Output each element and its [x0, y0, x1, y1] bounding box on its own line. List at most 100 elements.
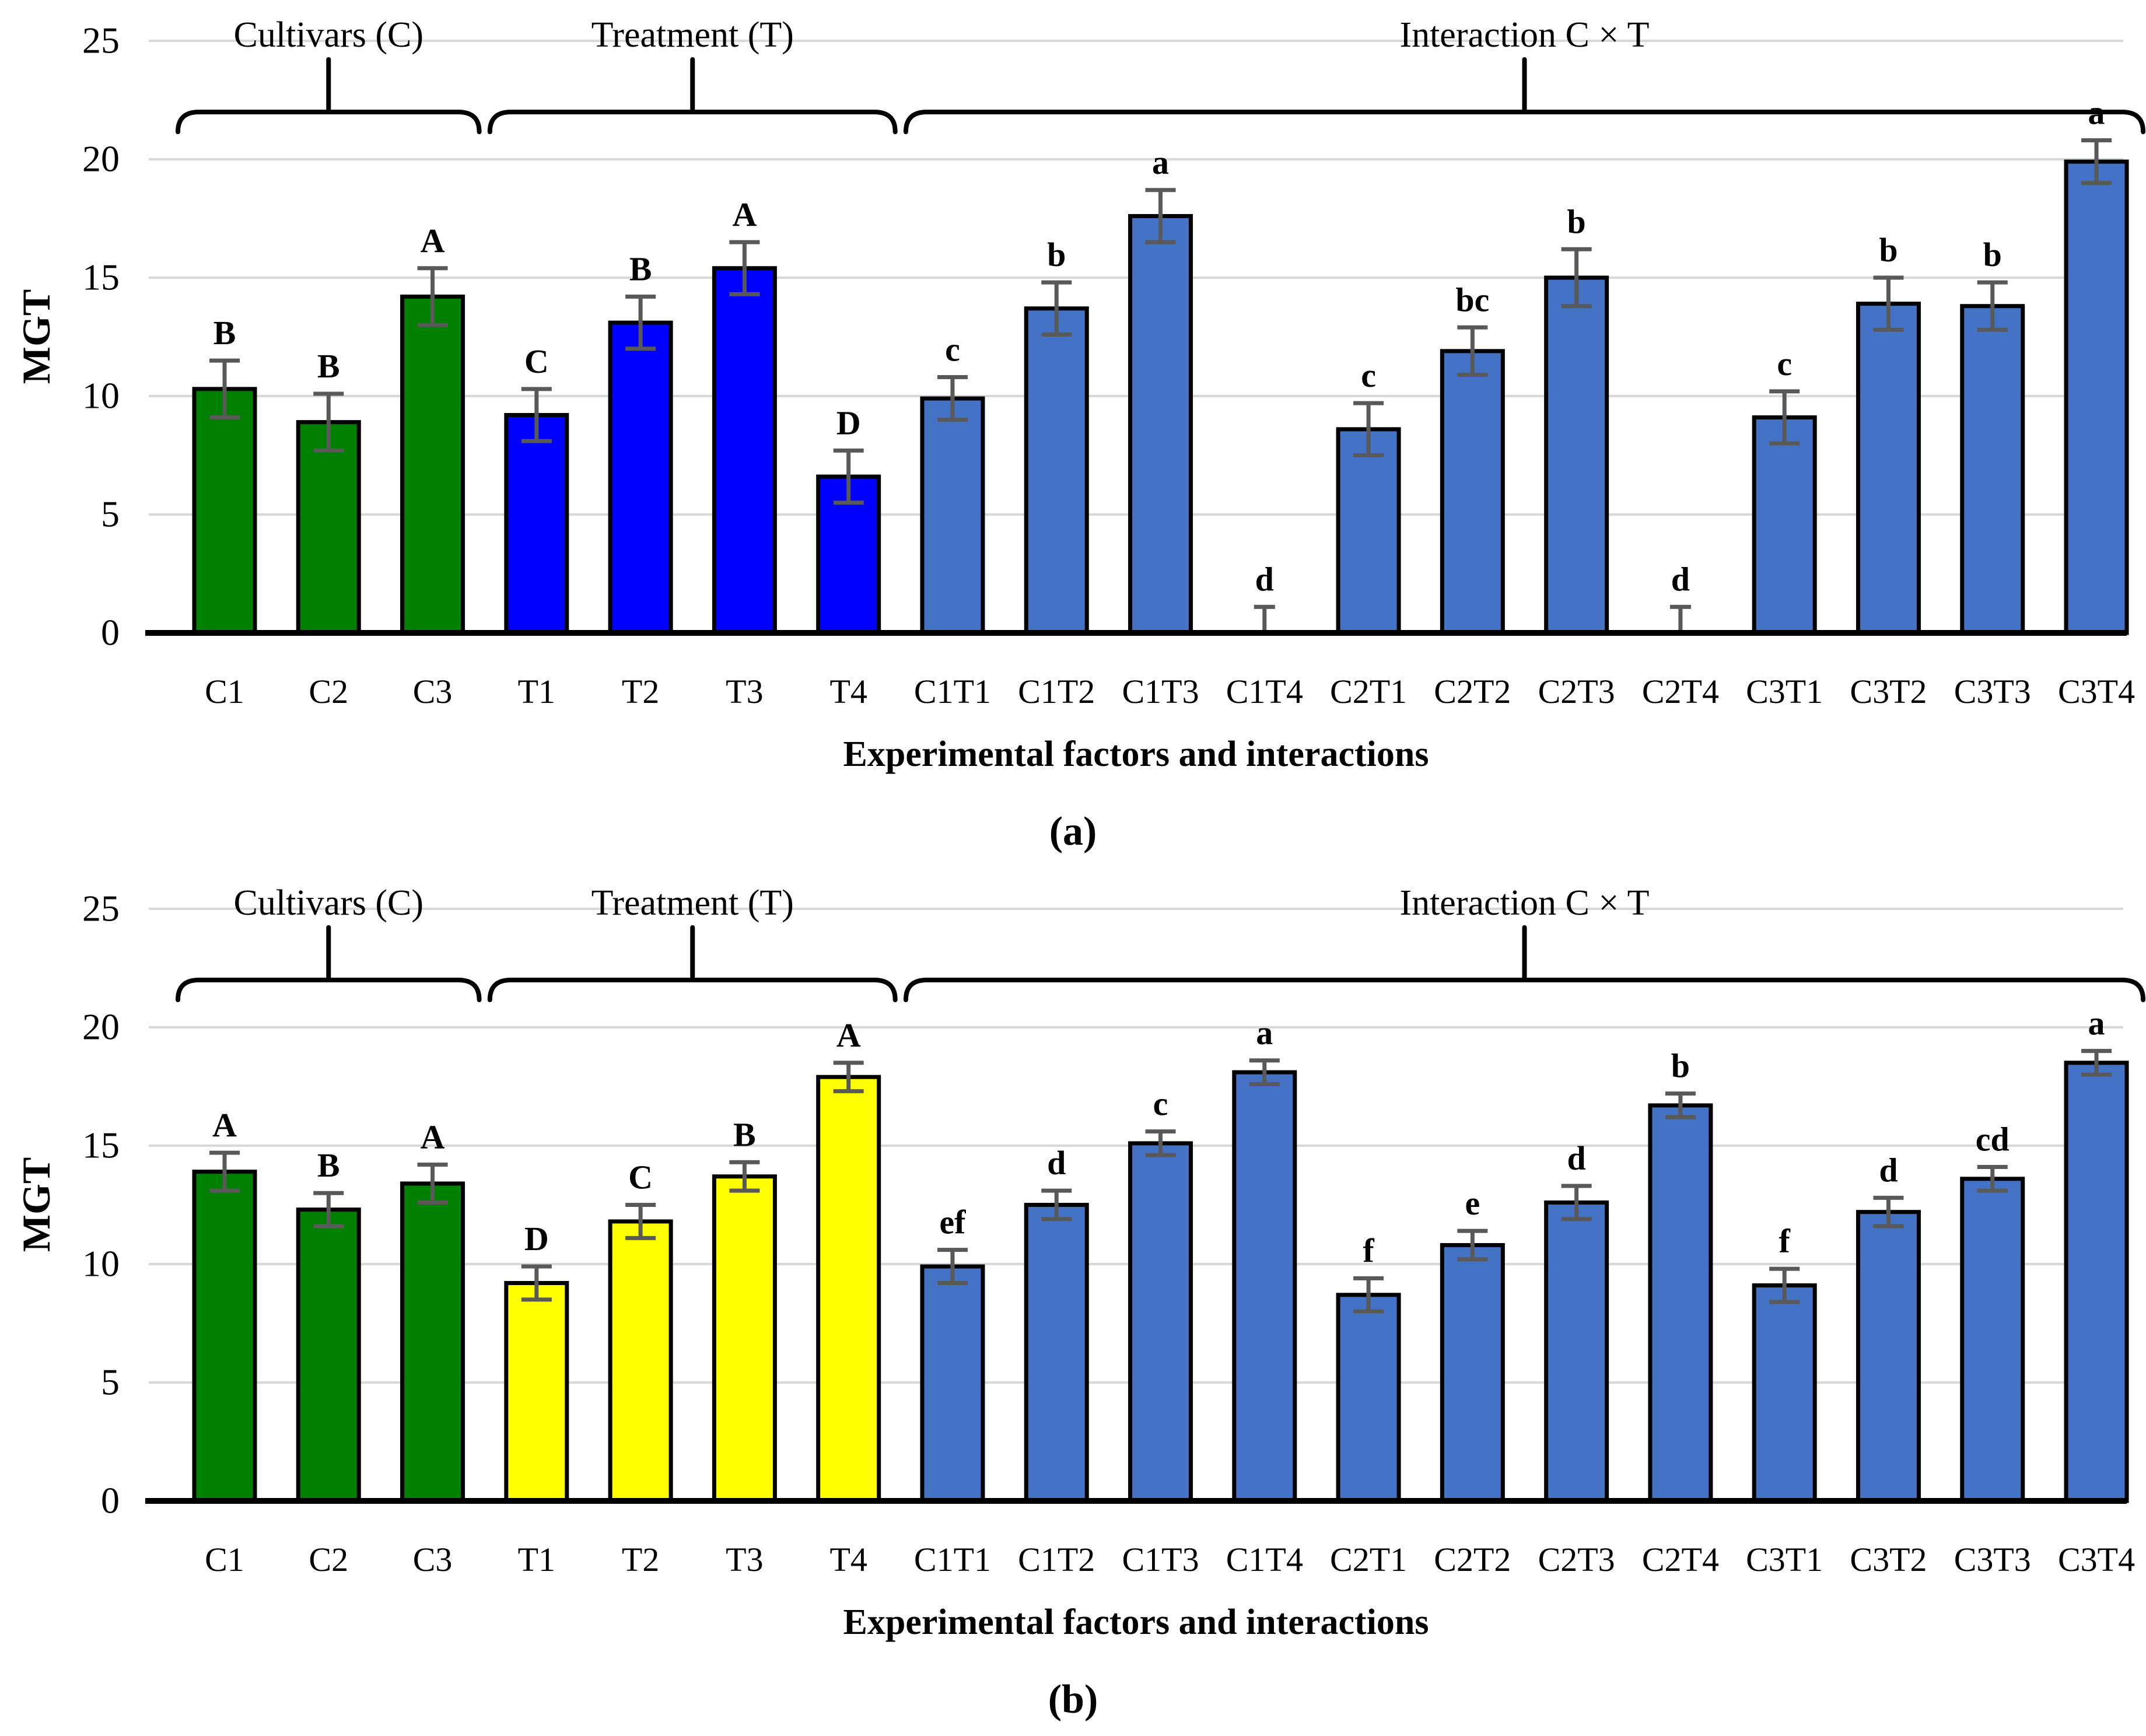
bar-C3T3 [1960, 304, 2025, 635]
bar-C2 [296, 420, 361, 635]
significance-letter: a [1256, 1014, 1273, 1052]
group-brace [176, 925, 482, 1002]
x-tick-label: T2 [622, 673, 659, 710]
panel-b: Cultivars (C) Treatment (T) Interaction C … [0, 868, 2146, 1736]
x-tick-label: T2 [622, 1541, 659, 1578]
group-label: Interaction C × T [1399, 883, 1649, 923]
bar-C2T1 [1336, 1293, 1401, 1503]
significance-letter: b [1671, 1047, 1690, 1085]
significance-letter: f [1779, 1222, 1791, 1260]
bar-T1 [504, 1280, 569, 1503]
y-tick-label: 20 [82, 1006, 120, 1048]
x-tick-label: C3T3 [1954, 673, 2031, 710]
bar-C3T3 [1960, 1177, 2025, 1503]
y-tick-label: 15 [82, 257, 120, 298]
x-tick-label: C2T4 [1642, 673, 1719, 710]
group-brace [903, 57, 2146, 134]
group-brace [903, 925, 2146, 1002]
bar-C2T1 [1336, 427, 1401, 635]
x-axis-title: Experimental factors and interactions [843, 734, 1429, 774]
x-axis-title: Experimental factors and interactions [843, 1602, 1429, 1642]
x-tick-label: C1T2 [1018, 1541, 1095, 1578]
x-tick-label: C1T1 [914, 1541, 991, 1578]
bar-C1T1 [920, 396, 985, 635]
significance-letter: d [1255, 560, 1274, 598]
significance-letter: d [1047, 1144, 1066, 1182]
x-tick-label: T3 [726, 673, 763, 710]
x-tick-label: C2T2 [1434, 673, 1511, 710]
significance-letter: ef [939, 1203, 966, 1241]
significance-letter: B [213, 314, 236, 352]
significance-letter: e [1465, 1184, 1480, 1222]
significance-letter: b [1879, 231, 1898, 269]
significance-letter: b [1047, 236, 1066, 274]
significance-letter: B [317, 1146, 340, 1184]
significance-letter: d [1567, 1139, 1586, 1177]
x-tick-label: C1 [205, 1541, 244, 1578]
significance-letter: d [1879, 1151, 1898, 1189]
y-tick-label: 15 [82, 1125, 120, 1166]
group-label: Interaction C × T [1399, 15, 1649, 55]
bar-C3T4 [2064, 1060, 2129, 1503]
x-tick-label: C2T4 [1642, 1541, 1719, 1578]
x-tick-label: T3 [726, 1541, 763, 1578]
bar-C1T1 [920, 1264, 985, 1503]
y-tick-label: 20 [82, 138, 120, 180]
panel-a: Cultivars (C) Treatment (T) Interaction C … [14, 15, 2146, 854]
significance-letter: A [421, 222, 445, 260]
x-tick-label: T1 [518, 673, 555, 710]
significance-letter: A [836, 1016, 861, 1054]
significance-letter: D [836, 404, 861, 442]
panel-b-caption: (b) [1048, 1677, 1098, 1722]
significance-letter: C [524, 342, 549, 380]
bar-C2T3 [1544, 1200, 1609, 1503]
significance-letter: B [733, 1115, 756, 1153]
bar-T2 [608, 1219, 673, 1503]
x-tick-label: C1 [205, 673, 244, 710]
x-tick-label: C3T4 [2058, 673, 2135, 710]
significance-letter: d [1671, 560, 1690, 598]
x-tick-label: C2 [309, 673, 348, 710]
significance-letter: bc [1455, 281, 1489, 318]
panel-a-caption: (a) [1049, 809, 1097, 854]
y-tick-label: 25 [82, 888, 120, 929]
bar-C1T3 [1128, 1141, 1193, 1503]
y-tick-label: 10 [82, 1243, 120, 1284]
x-tick-label: C1T4 [1226, 1541, 1303, 1578]
x-tick-label: C2T1 [1330, 673, 1407, 710]
bar-C2T2 [1440, 1243, 1505, 1503]
group-label: Treatment (T) [591, 15, 794, 55]
bar-C1T2 [1024, 1203, 1089, 1503]
significance-letter: A [212, 1106, 237, 1144]
x-tick-label: C3T2 [1850, 673, 1927, 710]
group-brace [487, 57, 898, 134]
significance-letter: c [1153, 1085, 1168, 1123]
y-axis-title: MGT [14, 1157, 58, 1252]
bar-T3 [712, 266, 777, 635]
bar-C1T3 [1128, 214, 1193, 635]
x-tick-label: C1T1 [914, 673, 991, 710]
y-axis-title: MGT [14, 289, 58, 384]
bar-C3T2 [1856, 302, 1921, 635]
x-tick-label: C1T4 [1226, 673, 1303, 710]
bar-C3T2 [1856, 1210, 1921, 1503]
x-tick-label: T1 [518, 1541, 555, 1578]
bar-T1 [504, 412, 569, 635]
y-tick-label: 10 [82, 375, 120, 416]
x-tick-label: C2T2 [1434, 1541, 1511, 1578]
significance-letter: c [1777, 345, 1792, 383]
significance-letter: B [629, 250, 652, 288]
panel-a-chart: Cultivars (C) Treatment (T) Interaction C … [82, 15, 2146, 710]
significance-letter: cd [1976, 1121, 2010, 1158]
y-tick-label: 5 [101, 1362, 120, 1403]
group-brace [176, 57, 482, 134]
significance-letter: A [421, 1118, 445, 1156]
bar-C3 [400, 1181, 465, 1503]
bar-C1 [192, 1170, 257, 1503]
bar-C1 [192, 387, 257, 635]
y-tick-label: 5 [101, 494, 120, 535]
bar-T2 [608, 320, 673, 635]
significance-letter: a [2088, 1005, 2105, 1042]
bar-C3T1 [1752, 1283, 1817, 1503]
